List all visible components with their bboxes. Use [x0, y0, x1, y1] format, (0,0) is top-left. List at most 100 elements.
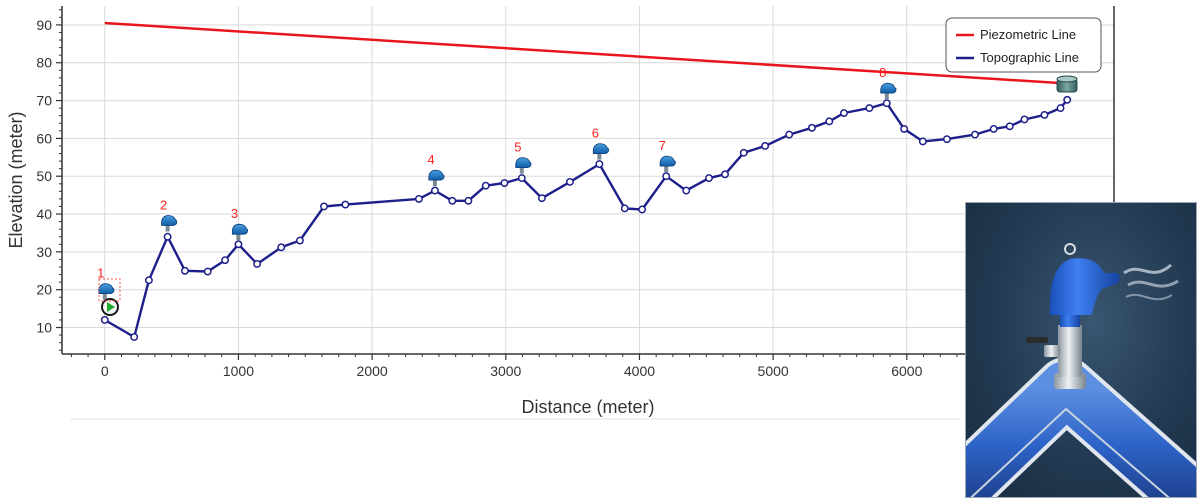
topographic-point[interactable] [865, 104, 874, 113]
valve-markers: 1 2 3 4 5 6 7 8 [97, 65, 897, 300]
topographic-point[interactable] [638, 205, 647, 214]
x-tick-label: 5000 [758, 363, 789, 379]
air-valve-icon[interactable] [880, 82, 897, 100]
x-tick-label: 1000 [223, 363, 254, 379]
topographic-point[interactable] [163, 232, 172, 241]
x-tick-label: 3000 [490, 363, 521, 379]
valve-number-label: 8 [879, 65, 886, 80]
topographic-point[interactable] [234, 240, 243, 249]
topographic-point[interactable] [682, 186, 691, 195]
y-axis-title: Elevation (meter) [6, 111, 26, 248]
topographic-point[interactable] [221, 256, 230, 265]
air-valve-icon[interactable] [231, 223, 248, 241]
topographic-point[interactable] [785, 130, 794, 139]
topographic-point[interactable] [705, 174, 713, 183]
x-tick-label: 2000 [357, 363, 388, 379]
topographic-point[interactable] [761, 142, 770, 150]
topographic-point[interactable] [537, 194, 546, 203]
topographic-point[interactable] [942, 135, 951, 144]
data-points [100, 95, 1072, 341]
y-tick-label: 80 [36, 55, 52, 71]
topographic-point[interactable] [295, 236, 304, 245]
air-valve-cap [592, 143, 609, 155]
air-valve-stem [664, 165, 669, 173]
topographic-point[interactable] [840, 109, 848, 117]
topographic-point[interactable] [918, 137, 927, 146]
topographic-point[interactable] [1056, 104, 1065, 113]
y-tick-label: 50 [36, 168, 52, 184]
topographic-point[interactable] [203, 267, 212, 276]
topographic-point[interactable] [253, 260, 262, 268]
topographic-line [104, 99, 1069, 339]
topographic-point[interactable] [464, 196, 473, 205]
topographic-point[interactable] [620, 204, 629, 213]
topographic-point[interactable] [517, 174, 526, 183]
topographic-point[interactable] [900, 124, 909, 133]
legend: Piezometric Line Topographic Line [945, 17, 1102, 73]
x-tick-label: 6000 [891, 363, 922, 379]
y-tick-label: 60 [36, 130, 52, 146]
air-valve-stem [432, 179, 437, 187]
topographic-point[interactable] [1063, 95, 1072, 104]
topographic-point[interactable] [414, 194, 423, 203]
topographic-point[interactable] [739, 148, 748, 157]
air-valve-icon[interactable] [592, 143, 609, 160]
piezometric-line [104, 21, 1068, 85]
air-valve-cap [515, 157, 532, 169]
air-valve-cap [161, 215, 178, 226]
air-valve-icon[interactable] [428, 169, 445, 187]
y-tick-label: 20 [36, 282, 52, 298]
valve-number-label: 1 [97, 266, 104, 281]
topographic-point[interactable] [989, 124, 998, 133]
topographic-point[interactable] [1040, 110, 1049, 119]
air-valve-illustration [966, 243, 1196, 497]
tank-icon[interactable] [1056, 75, 1078, 93]
topographic-point[interactable] [500, 179, 509, 187]
air-valve-icon[interactable] [161, 215, 178, 232]
topographic-point[interactable] [481, 181, 490, 190]
start-point-icon[interactable] [101, 298, 119, 316]
air-valve-stem [519, 166, 524, 174]
topographic-point[interactable] [882, 99, 891, 108]
air-valve-icon[interactable] [659, 155, 676, 173]
air-valve-cap [231, 223, 248, 235]
air-valve-stem [597, 152, 602, 160]
topographic-point[interactable] [807, 123, 816, 132]
topographic-point[interactable] [277, 243, 286, 252]
valve-number-label: 6 [592, 126, 599, 141]
topographic-point[interactable] [130, 333, 139, 341]
topographic-point[interactable] [1005, 122, 1014, 131]
topographic-point[interactable] [181, 266, 189, 275]
topographic-point[interactable] [566, 177, 574, 186]
topographic-point[interactable] [144, 276, 153, 285]
topographic-point[interactable] [448, 196, 457, 205]
topographic-point[interactable] [341, 200, 350, 209]
y-tick-label: 40 [36, 206, 52, 222]
topographic-point[interactable] [1020, 115, 1029, 124]
valve-number-label: 4 [427, 152, 434, 167]
topographic-point[interactable] [430, 186, 439, 195]
y-tick-label: 70 [36, 93, 52, 109]
air-valve-cap [880, 82, 897, 94]
y-tick-label: 90 [36, 17, 52, 33]
air-valve-photo [965, 202, 1197, 498]
air-valve-cap [659, 155, 676, 167]
selection-box [98, 278, 121, 302]
topographic-point[interactable] [662, 172, 671, 181]
valve-number-label: 7 [659, 138, 666, 153]
topographic-point[interactable] [825, 117, 834, 126]
valve-number-label: 5 [514, 140, 521, 155]
x-tick-label: 4000 [624, 363, 655, 379]
topographic-point[interactable] [721, 170, 729, 179]
topographic-point[interactable] [100, 316, 109, 324]
air-valve-cap [98, 283, 115, 295]
air-valve-icon[interactable] [98, 283, 115, 300]
air-valve-cap [428, 169, 445, 181]
air-valve-icon[interactable] [515, 157, 532, 174]
topographic-point[interactable] [971, 130, 979, 139]
topographic-point[interactable] [595, 160, 604, 169]
valve-number-label: 2 [160, 198, 167, 213]
air-valve-stem [165, 224, 170, 232]
topographic-point[interactable] [320, 202, 328, 211]
